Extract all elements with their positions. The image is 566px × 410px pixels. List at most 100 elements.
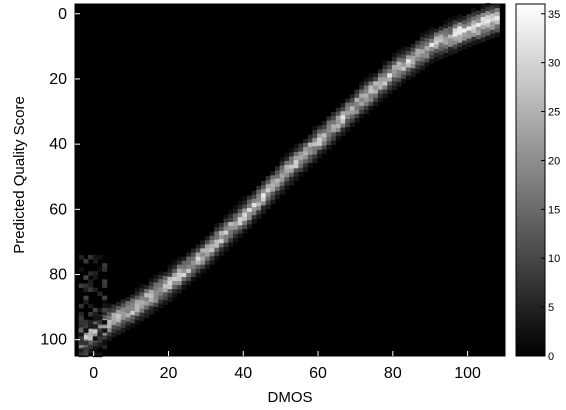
heatmap-cell: [415, 48, 421, 54]
heatmap-cell: [88, 303, 94, 309]
heatmap-cell: [377, 69, 383, 74]
colorbar-tick-label: 35: [548, 9, 560, 21]
heatmap-cell: [265, 192, 271, 197]
heatmap-cell: [419, 65, 425, 71]
heatmap-cell: [452, 40, 458, 46]
heatmap-cell: [265, 204, 271, 210]
heatmap-cell: [92, 287, 98, 293]
heatmap-cell: [490, 9, 496, 14]
heatmap-cell: [167, 284, 173, 290]
heatmap-cell: [256, 198, 262, 203]
heatmap-cell: [116, 314, 122, 319]
heatmap-cell: [438, 42, 444, 48]
heatmap-cell: [494, 32, 500, 37]
heatmap-cell: [181, 260, 187, 266]
heatmap-cell: [223, 230, 229, 236]
colorbar-tick-label: 20: [548, 155, 560, 167]
heatmap-cell: [195, 256, 201, 262]
heatmap-cell: [485, 15, 491, 20]
heatmap-cell: [317, 149, 323, 155]
heatmap-cell: [303, 138, 309, 144]
heatmap-cell: [349, 118, 355, 124]
heatmap-cell: [410, 56, 416, 61]
heatmap-cell: [270, 195, 276, 201]
heatmap-cell: [116, 318, 122, 323]
heatmap-cell: [457, 46, 463, 52]
heatmap-cell: [452, 16, 458, 21]
heatmap-cell: [261, 205, 267, 210]
heatmap-cell: [363, 77, 369, 82]
heatmap-cell: [485, 11, 491, 16]
heatmap-cell: [92, 352, 98, 358]
heatmap-cell: [97, 291, 103, 297]
heatmap-cell: [162, 292, 168, 297]
heatmap-cell: [176, 272, 182, 278]
heatmap-cell: [102, 307, 108, 313]
heatmap-cell: [97, 338, 103, 344]
heatmap-cell: [120, 315, 126, 321]
heatmap-cell: [405, 51, 411, 56]
heatmap-cell: [102, 331, 108, 336]
heatmap-cell: [176, 285, 182, 290]
heatmap-cell: [382, 81, 388, 86]
heatmap-cell: [401, 54, 407, 59]
heatmap-cell: [462, 32, 468, 37]
heatmap-cell: [195, 248, 201, 253]
heatmap-cell: [317, 154, 323, 159]
heatmap-cell: [331, 128, 337, 133]
heatmap-cell: [289, 168, 295, 174]
heatmap-cell: [265, 196, 271, 201]
heatmap-cell: [368, 89, 374, 95]
heatmap-cell: [289, 164, 295, 170]
heatmap-cell: [476, 35, 482, 40]
heatmap-cell: [106, 311, 112, 317]
heatmap-cell: [377, 81, 383, 86]
heatmap-cell: [219, 235, 225, 240]
heatmap-cell: [242, 200, 248, 205]
heatmap-cell: [247, 211, 253, 217]
heatmap-cell: [92, 316, 98, 321]
heatmap-cell: [275, 178, 281, 183]
heatmap-cell: [466, 42, 472, 48]
heatmap-cell: [312, 138, 318, 143]
heatmap-cell: [153, 298, 159, 304]
heatmap-cell: [303, 151, 309, 156]
heatmap-cell: [368, 85, 374, 90]
heatmap-cell: [139, 308, 145, 314]
heatmap-cell: [116, 310, 122, 315]
heatmap-cell: [452, 20, 458, 25]
heatmap-cell: [256, 202, 262, 207]
heatmap-cell: [457, 30, 463, 35]
heatmap-cell: [88, 279, 94, 284]
heatmap-cell: [443, 20, 449, 25]
heatmap-cell: [88, 312, 94, 317]
heatmap-cell: [102, 323, 108, 328]
heatmap-cell: [307, 154, 313, 160]
heatmap-cell: [256, 210, 262, 215]
heatmap-cell: [438, 50, 444, 56]
heatmap-cell: [466, 14, 472, 19]
heatmap-cell: [312, 125, 318, 131]
heatmap-cell: [83, 331, 89, 336]
heatmap-cell: [434, 44, 440, 50]
heatmap-cell: [373, 89, 379, 95]
heatmap-cell: [92, 346, 98, 351]
heatmap-cell: [391, 81, 397, 86]
heatmap-cell: [419, 45, 425, 50]
heatmap-cell: [251, 219, 257, 224]
heatmap-cell: [391, 85, 397, 90]
heatmap-cell: [377, 77, 383, 82]
heatmap-cell: [102, 295, 108, 301]
heatmap-cell: [111, 312, 117, 318]
heatmap-cell: [340, 119, 346, 124]
heatmap-cell: [83, 348, 89, 354]
heatmap-cell: [162, 284, 168, 289]
heatmap-cell: [419, 49, 425, 54]
heatmap-cell: [219, 239, 225, 244]
heatmap-cell: [480, 4, 486, 10]
heatmap-cell: [331, 116, 337, 121]
heatmap-cell: [162, 296, 168, 301]
heatmap-cell: [83, 259, 89, 264]
heatmap-cell: [270, 171, 276, 176]
heatmap-cell: [438, 26, 444, 31]
